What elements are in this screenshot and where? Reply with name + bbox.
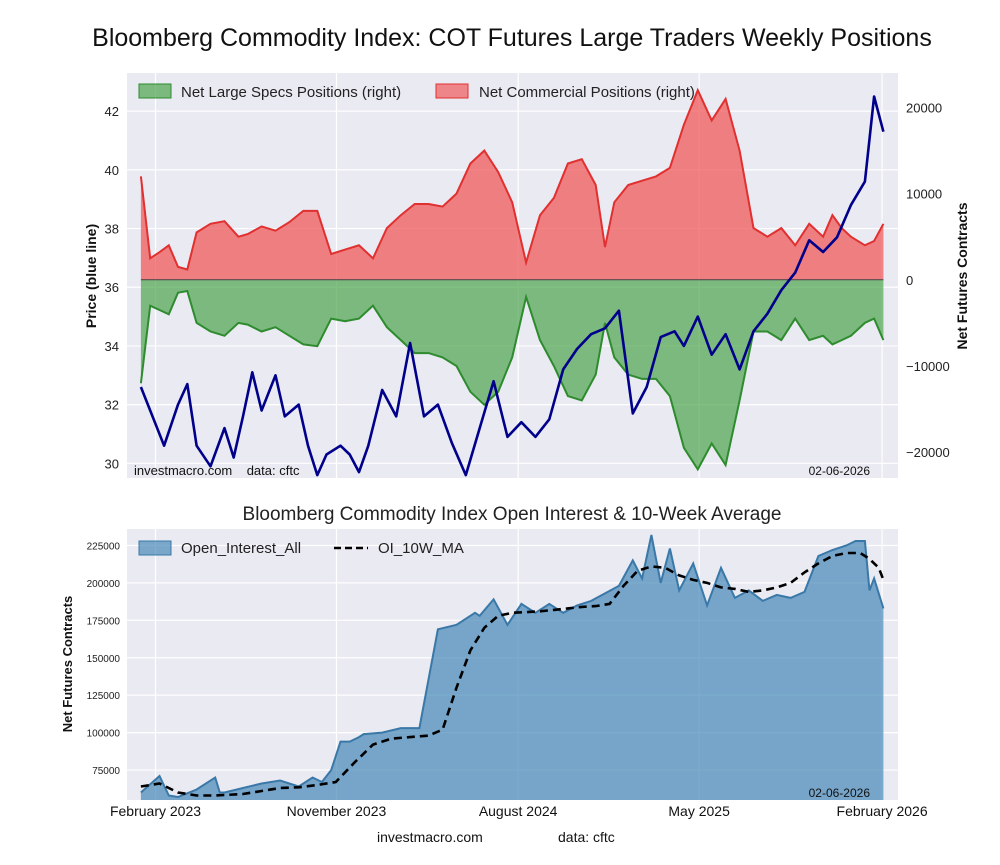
legend-swatch-open-interest <box>138 540 172 556</box>
legend-label-specs: Net Large Specs Positions (right) <box>181 84 401 101</box>
bottom-title: Bloomberg Commodity Index Open Interest … <box>243 504 782 525</box>
bottom-left-ticks: 75000 100000 125000 150000 175000 200000 22500… <box>87 541 121 777</box>
bottom-xtick-label: November 2023 <box>287 803 387 819</box>
top-ytick-label: 38 <box>105 222 119 237</box>
bottom-x-ticks: February 2023 November 2023 August 2024 May… <box>110 803 928 819</box>
top-ytick-label: 34 <box>105 339 119 354</box>
top-watermark-left: investmacro.com data: cftc <box>134 463 300 478</box>
top-y2tick-label: 10000 <box>906 187 942 202</box>
top-y2tick-label: 0 <box>906 273 913 288</box>
bottom-xtick-label: May 2025 <box>668 803 730 819</box>
legend-swatch-specs <box>138 83 172 99</box>
specs-line <box>139 289 885 472</box>
commercial-area <box>140 90 884 280</box>
bottom-ytick-label: 200000 <box>87 579 121 590</box>
top-ytick-label: 32 <box>105 398 119 413</box>
top-y2tick-label: 20000 <box>906 100 942 115</box>
legend-swatch-commercial <box>435 83 469 99</box>
bottom-ytick-label: 150000 <box>87 654 121 665</box>
top-y2tick-label: −10000 <box>906 359 950 374</box>
main-title: Bloomberg Commodity Index: COT Futures L… <box>92 24 932 52</box>
bottom-xtick-label: February 2023 <box>110 803 201 819</box>
top-right-ticks: −20000 −10000 0 10000 20000 <box>906 100 950 460</box>
open-interest-line <box>140 534 885 799</box>
bottom-legend: Open_Interest_All OI_10W_MA <box>138 540 464 557</box>
top-ytick-label: 42 <box>105 104 119 119</box>
top-legend: Net Large Specs Positions (right) Net Co… <box>138 83 695 101</box>
top-y2tick-label: −20000 <box>906 445 950 460</box>
top-left-ticks: 30 32 34 36 38 40 42 <box>105 104 119 471</box>
legend-label-commercial: Net Commercial Positions (right) <box>479 84 695 101</box>
top-panel: 30 32 34 36 38 40 42 −20000 −10000 0 10000 20000 P… <box>83 73 970 478</box>
footer-right: data: cftc <box>558 829 615 845</box>
top-ylabel: Price (blue line) <box>83 224 99 328</box>
open-interest-area <box>140 535 884 800</box>
bottom-xtick-label: February 2026 <box>837 803 928 819</box>
top-area-series <box>139 87 885 472</box>
top-ytick-label: 30 <box>105 456 119 471</box>
commercial-line <box>139 87 885 271</box>
top-watermark-right: 02-06-2026 <box>809 464 871 478</box>
bottom-ytick-label: 75000 <box>92 766 120 777</box>
bottom-ytick-label: 100000 <box>87 729 121 740</box>
bottom-watermark-right: 02-06-2026 <box>809 786 871 800</box>
top-line-series <box>139 95 885 477</box>
top-ytick-label: 40 <box>105 163 119 178</box>
top-ytick-label: 36 <box>105 280 119 295</box>
price-line <box>139 95 885 477</box>
bottom-ylabel: Net Futures Contracts <box>60 596 75 733</box>
bottom-ytick-label: 175000 <box>87 616 121 627</box>
legend-label-ma: OI_10W_MA <box>378 540 464 557</box>
legend-label-open-interest: Open_Interest_All <box>181 540 301 557</box>
bottom-ytick-label: 125000 <box>87 691 121 702</box>
top-y2label: Net Futures Contracts <box>954 202 970 349</box>
bottom-panel: Bloomberg Commodity Index Open Interest … <box>60 504 928 819</box>
footer-left: investmacro.com <box>377 829 483 845</box>
bottom-area-series <box>140 534 885 800</box>
bottom-ytick-label: 225000 <box>87 541 121 552</box>
bottom-xtick-label: August 2024 <box>479 803 558 819</box>
